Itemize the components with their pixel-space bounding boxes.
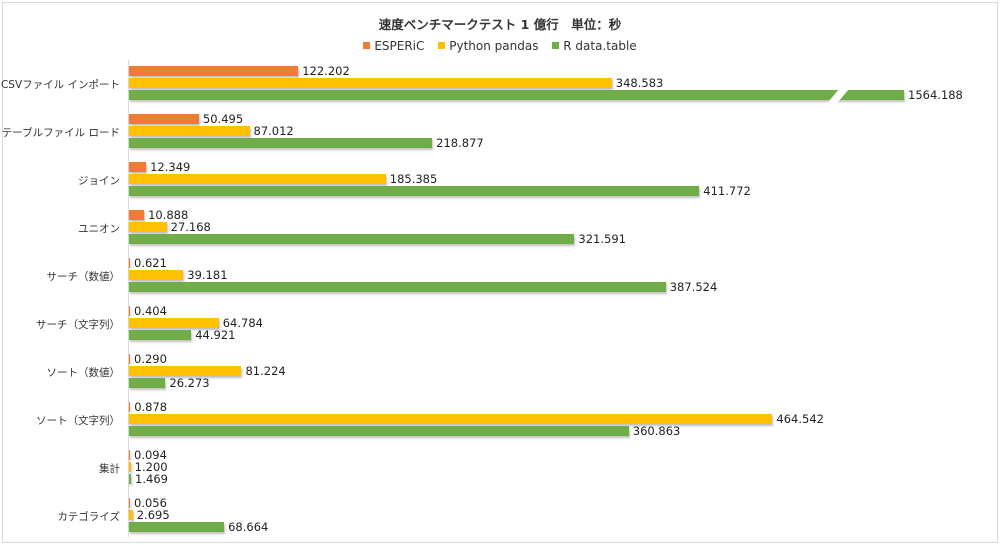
legend-swatch-icon <box>552 42 560 49</box>
data-label: 387.524 <box>669 280 718 294</box>
data-label: 1.200 <box>134 460 168 474</box>
bar <box>129 186 700 196</box>
bar <box>129 258 130 268</box>
bar <box>129 222 167 232</box>
data-label: 0.404 <box>134 304 167 318</box>
data-label: 0.878 <box>134 400 168 414</box>
data-label: 81.224 <box>245 364 286 378</box>
category-label: テーブルファイル ロード <box>1 127 120 139</box>
data-label: 44.921 <box>195 328 236 342</box>
data-label: 26.273 <box>169 376 210 390</box>
bar <box>129 306 130 316</box>
data-label: 68.664 <box>228 520 269 534</box>
data-label: 218.877 <box>436 136 484 150</box>
legend-swatch-icon <box>363 42 371 49</box>
bar <box>129 234 575 244</box>
bar <box>129 78 612 88</box>
data-label: 185.385 <box>389 172 438 186</box>
data-label: 87.012 <box>253 124 294 138</box>
bar <box>129 354 130 364</box>
bar <box>129 282 666 292</box>
data-label: 464.542 <box>776 412 824 426</box>
bar <box>129 366 242 376</box>
category-label: ジョイン <box>78 175 120 187</box>
bar <box>129 402 131 412</box>
category-axis <box>128 60 129 537</box>
data-label: 10.888 <box>148 208 189 222</box>
data-label: 411.772 <box>703 184 751 198</box>
legend-item-esperic: ESPERiC <box>363 39 424 53</box>
category-label: ソート（数値） <box>46 367 121 379</box>
data-label: 27.168 <box>170 220 211 234</box>
bar <box>129 162 147 172</box>
data-label: 1564.188 <box>908 88 963 102</box>
data-label: 360.863 <box>632 424 681 438</box>
data-label: 0.621 <box>134 256 167 270</box>
bar <box>129 330 192 340</box>
bar <box>129 378 166 388</box>
data-label: 50.495 <box>202 112 244 126</box>
category-label: ユニオン <box>78 223 120 235</box>
category-label: サーチ（数値） <box>46 271 121 283</box>
bar <box>129 462 131 472</box>
data-label: 122.202 <box>302 64 350 78</box>
data-label: 12.349 <box>150 160 191 174</box>
bar <box>129 414 773 424</box>
data-label: 0.056 <box>134 496 167 510</box>
legend-swatch-icon <box>438 42 446 49</box>
data-label: 0.290 <box>134 352 167 366</box>
chart-title: 速度ベンチマークテスト 1 億行 単位：秒 <box>378 17 622 32</box>
bar <box>129 522 225 532</box>
legend-item-pandas: Python pandas <box>438 39 538 53</box>
bar <box>129 90 904 100</box>
data-label: 1.469 <box>135 472 168 486</box>
bar <box>129 318 219 328</box>
bar <box>129 450 130 460</box>
legend: ESPERiC Python pandas R data.table <box>0 38 1000 53</box>
bar <box>129 174 386 184</box>
bar <box>129 66 299 76</box>
bar <box>129 498 130 508</box>
data-label: 0.094 <box>134 448 167 462</box>
data-label: 321.591 <box>578 232 626 246</box>
data-label: 64.784 <box>222 316 263 330</box>
bar <box>129 210 145 220</box>
legend-item-datatable: R data.table <box>552 39 637 53</box>
category-label: カテゴライズ <box>57 511 120 523</box>
bar <box>129 138 433 148</box>
bar <box>129 270 184 280</box>
data-label: 39.181 <box>187 268 228 282</box>
bar <box>129 474 132 484</box>
bar <box>129 114 199 124</box>
data-label: 348.583 <box>615 76 664 90</box>
category-label: サーチ（文字列） <box>36 319 120 331</box>
bar <box>129 510 133 520</box>
category-label: ソート（文字列） <box>36 415 120 427</box>
bar <box>129 126 250 136</box>
data-label: 2.695 <box>136 508 170 522</box>
category-label: CSVファイル インポート <box>0 79 120 91</box>
category-label: 集計 <box>99 463 120 475</box>
bar <box>129 426 629 436</box>
